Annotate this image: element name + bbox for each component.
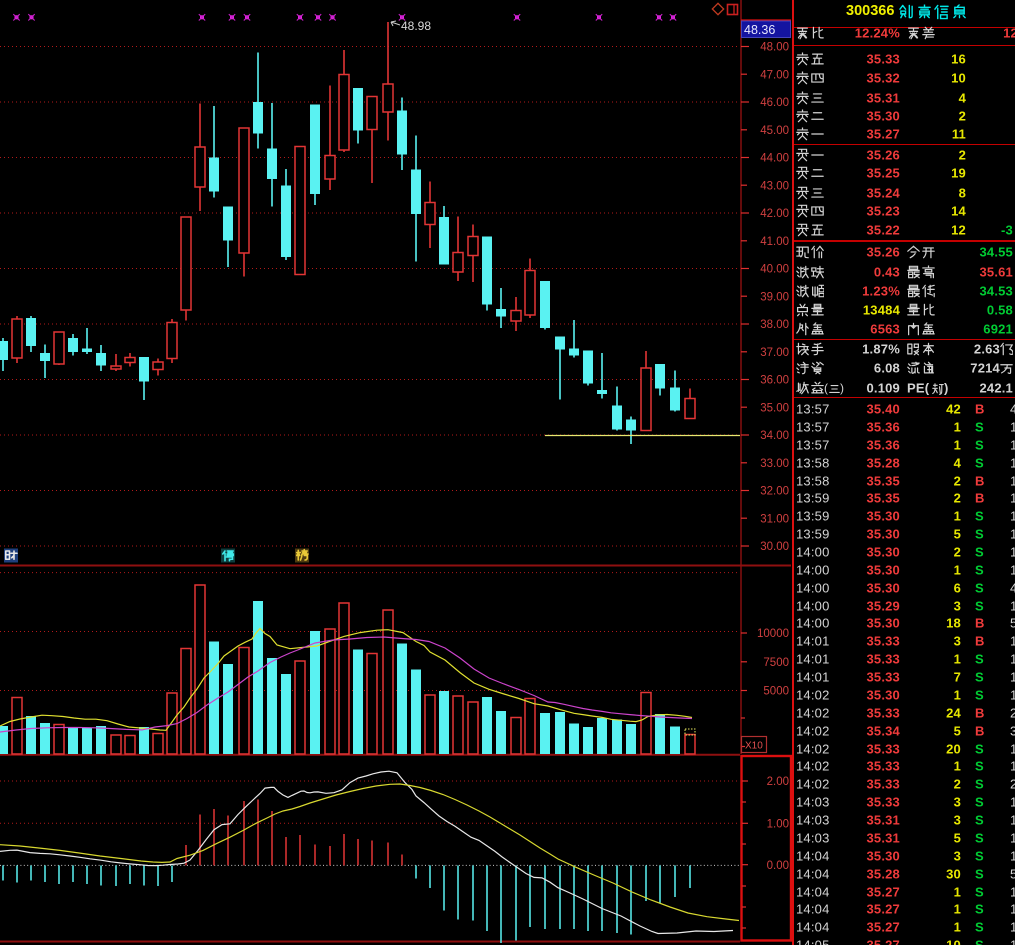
- svg-text:37.00: 37.00: [760, 347, 789, 359]
- svg-text:48.00: 48.00: [760, 42, 789, 54]
- svg-text:30.00: 30.00: [760, 541, 789, 553]
- svg-text:1.00: 1.00: [767, 819, 789, 831]
- svg-text:45.00: 45.00: [760, 125, 789, 137]
- svg-text:10000: 10000: [757, 628, 789, 640]
- svg-text:31.00: 31.00: [760, 514, 789, 526]
- svg-text:0.00: 0.00: [767, 860, 789, 872]
- svg-text:46.00: 46.00: [760, 97, 789, 109]
- svg-text:44.00: 44.00: [760, 153, 789, 165]
- svg-text:41.00: 41.00: [760, 236, 789, 248]
- svg-text:5000: 5000: [763, 686, 789, 698]
- svg-text:32.00: 32.00: [760, 486, 789, 498]
- svg-text:39.00: 39.00: [760, 291, 789, 303]
- svg-text:36.00: 36.00: [760, 375, 789, 387]
- svg-text:38.00: 38.00: [760, 319, 789, 331]
- svg-text:43.00: 43.00: [760, 180, 789, 192]
- svg-text:34.00: 34.00: [760, 430, 789, 442]
- svg-text:48.98: 48.98: [401, 19, 431, 33]
- svg-text:47.00: 47.00: [760, 70, 789, 82]
- svg-text:7500: 7500: [763, 657, 789, 669]
- svg-text:48.36: 48.36: [744, 23, 775, 37]
- svg-text:X10: X10: [745, 741, 763, 752]
- svg-text:2.00: 2.00: [767, 776, 789, 788]
- svg-text:35.00: 35.00: [760, 402, 789, 414]
- svg-text:33.00: 33.00: [760, 458, 789, 470]
- svg-text:42.00: 42.00: [760, 208, 789, 220]
- svg-text:40.00: 40.00: [760, 264, 789, 276]
